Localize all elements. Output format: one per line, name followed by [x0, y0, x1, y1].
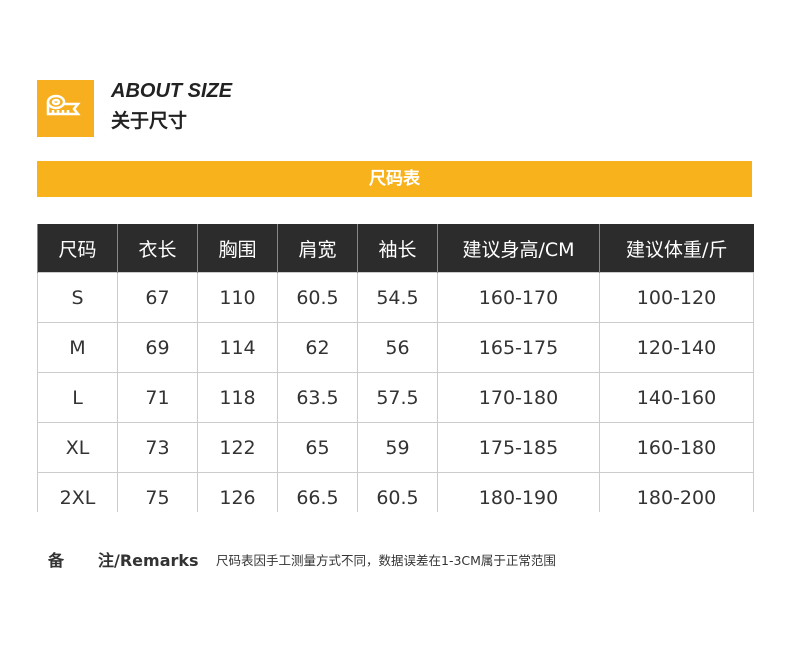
table-cell: L: [37, 372, 118, 423]
table-row: M 69 114 62 56 165-175 120-140: [37, 322, 754, 373]
column-header: 衣长: [117, 224, 198, 273]
table-fade-overlay: [0, 512, 790, 661]
table-cell: 170-180: [437, 372, 600, 423]
title-en: ABOUT SIZE: [111, 80, 233, 102]
table-cell: 110: [197, 272, 278, 323]
table-cell: 69: [117, 322, 198, 373]
table-cell: 120-140: [599, 322, 754, 373]
table-cell: M: [37, 322, 118, 373]
table-cell: 160-180: [599, 422, 754, 473]
column-header: 尺码: [37, 224, 118, 273]
table-cell: 160-170: [437, 272, 600, 323]
column-header: 建议身高/CM: [437, 224, 600, 273]
table-cell: 54.5: [357, 272, 438, 323]
title-cn: 关于尺寸: [111, 110, 188, 132]
table-cell: 57.5: [357, 372, 438, 423]
table-cell: S: [37, 272, 118, 323]
table-header-row: 尺码 衣长 胸围 肩宽 袖长 建议身高/CM 建议体重/斤: [37, 224, 754, 273]
column-header: 胸围: [197, 224, 278, 273]
size-table: 尺码 衣长 胸围 肩宽 袖长 建议身高/CM 建议体重/斤 S 67 110 60.5 54.5 16…: [37, 224, 754, 523]
table-cell: 59: [357, 422, 438, 473]
column-header: 肩宽: [277, 224, 358, 273]
table-row: XL 73 122 65 59 175-185 160-180: [37, 422, 754, 473]
table-cell: 62: [277, 322, 358, 373]
table-cell: 118: [197, 372, 278, 423]
column-header: 袖长: [357, 224, 438, 273]
remarks-label-2: 注/Remarks: [98, 551, 199, 570]
table-cell: XL: [37, 422, 118, 473]
table-cell: 63.5: [277, 372, 358, 423]
remarks-text: 尺码表因手工测量方式不同，数据误差在1-3CM属于正常范围: [216, 553, 556, 568]
table-cell: 100-120: [599, 272, 754, 323]
size-table-banner: 尺码表: [37, 161, 752, 197]
table-cell: 73: [117, 422, 198, 473]
table-row: S 67 110 60.5 54.5 160-170 100-120: [37, 272, 754, 323]
table-cell: 60.5: [277, 272, 358, 323]
remarks-label-1: 备: [48, 551, 65, 570]
column-header: 建议体重/斤: [599, 224, 754, 273]
table-cell: 165-175: [437, 322, 600, 373]
table-cell: 56: [357, 322, 438, 373]
tape-measure-icon: [37, 80, 94, 137]
table-row: L 71 118 63.5 57.5 170-180 140-160: [37, 372, 754, 423]
table-cell: 175-185: [437, 422, 600, 473]
table-cell: 65: [277, 422, 358, 473]
table-cell: 67: [117, 272, 198, 323]
table-cell: 140-160: [599, 372, 754, 423]
table-cell: 71: [117, 372, 198, 423]
table-cell: 122: [197, 422, 278, 473]
table-cell: 114: [197, 322, 278, 373]
